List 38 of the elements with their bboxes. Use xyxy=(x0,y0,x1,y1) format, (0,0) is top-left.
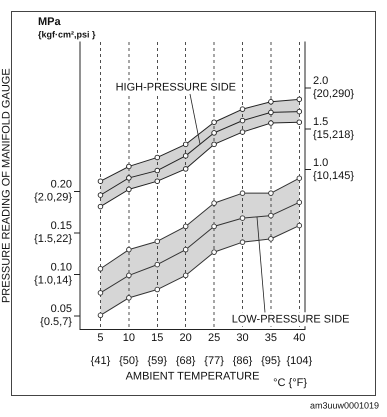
text: am3uuw0001019 xyxy=(310,400,379,410)
y2-tick-label: 1.0 xyxy=(313,156,328,169)
text: LOW-PRESSURE SIDE xyxy=(232,313,350,326)
text: {kgf·cm²,psi } xyxy=(38,29,96,40)
x2-tick-label: {86} xyxy=(232,355,253,368)
text: {15,218} xyxy=(313,128,354,141)
y2-tick-label: 1.5 xyxy=(313,116,328,128)
x-tick-label: 30 xyxy=(236,332,249,344)
y-tick-label: 0.15 xyxy=(50,220,72,232)
y-tick-label: 0.10 xyxy=(50,262,72,274)
x2-tick-label: {95} xyxy=(261,355,282,368)
text: {10,145} xyxy=(313,170,354,182)
y-tick-label: 0.20 xyxy=(50,178,72,191)
text: {20,290} xyxy=(313,88,354,100)
x-tick-label: 35 xyxy=(264,332,278,344)
text: {2.0,29} xyxy=(34,192,72,204)
x2-tick-label: {68} xyxy=(176,355,196,368)
x-tick-label: 40 xyxy=(293,332,306,344)
x-tick-label: 20 xyxy=(180,332,192,344)
text: HIGH-PRESSURE SIDE xyxy=(116,81,236,94)
text: {0.5,7} xyxy=(40,316,72,328)
text: °C {°F} xyxy=(273,377,308,390)
x2-tick-label: {50} xyxy=(119,355,139,368)
x-axis-title: AMBIENT TEMPERATURE xyxy=(126,370,260,382)
x2-tick-label: {77} xyxy=(204,355,224,368)
text: {1.5,22} xyxy=(34,233,72,246)
y-axis-title: PRESSURE READING OF MANIFOLD GAUGE xyxy=(0,68,13,304)
y2-tick-label: 2.0 xyxy=(313,74,328,87)
x-tick-label: 15 xyxy=(151,332,164,344)
x-tick-label: 10 xyxy=(122,332,135,344)
x2-tick-label: {104} xyxy=(286,355,312,368)
x2-tick-label: {59} xyxy=(147,355,168,368)
x-tick-label: 25 xyxy=(208,332,220,344)
x-tick-label: 5 xyxy=(97,332,104,344)
text: MPa xyxy=(38,16,62,28)
y-tick-label: 0.05 xyxy=(50,303,72,316)
x2-tick-label: {41} xyxy=(90,355,111,368)
text: {1.0,14} xyxy=(34,274,72,287)
